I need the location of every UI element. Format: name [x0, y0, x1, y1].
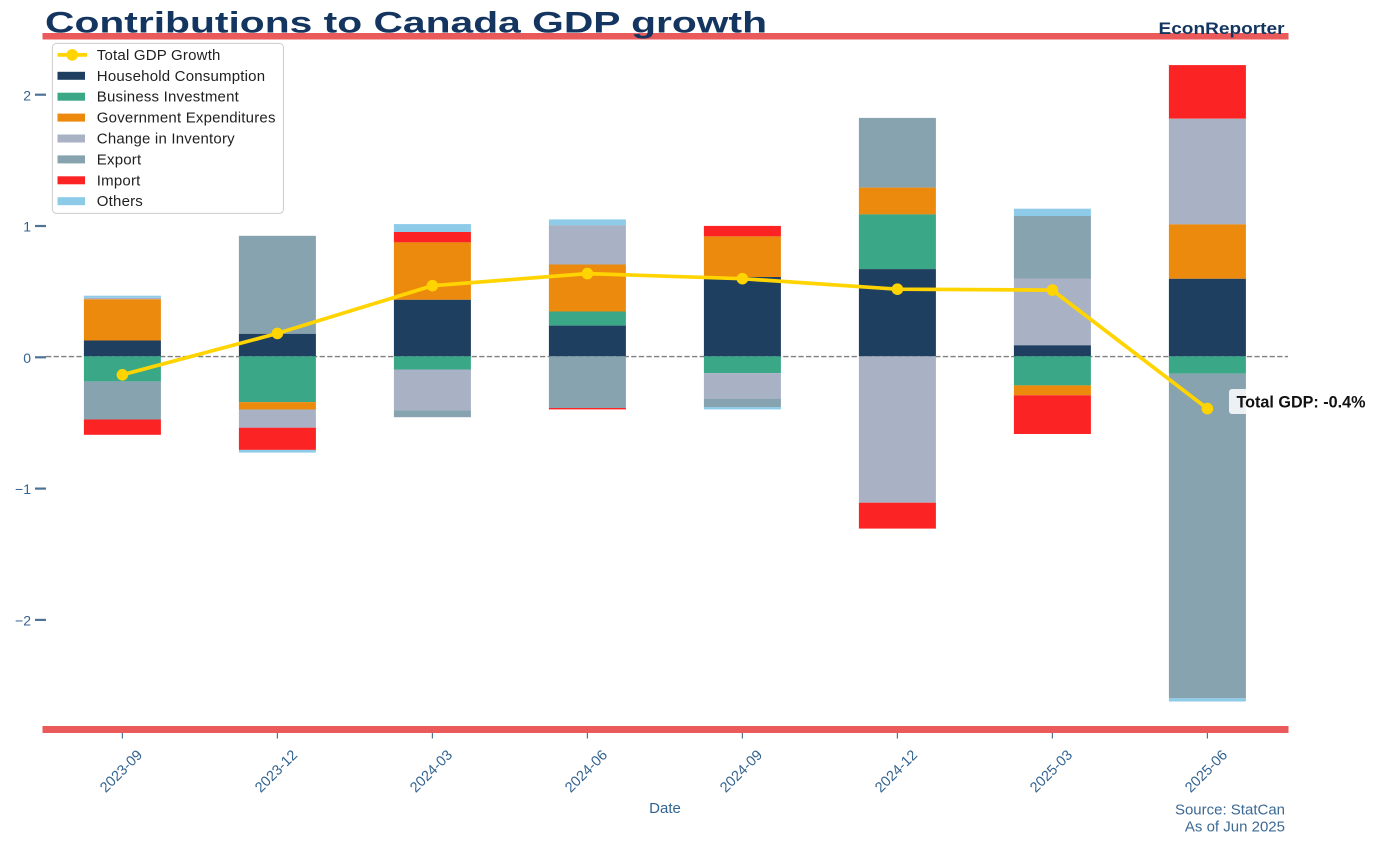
svg-text:Government Expenditures: Government Expenditures: [97, 110, 276, 127]
svg-text:Date: Date: [649, 800, 681, 817]
svg-text:Others: Others: [97, 193, 143, 210]
svg-text:0: 0: [23, 350, 31, 366]
svg-text:1: 1: [23, 219, 31, 235]
svg-text:−1: −1: [15, 481, 31, 497]
svg-text:Total GDP Growth: Total GDP Growth: [97, 47, 221, 64]
svg-text:Export: Export: [97, 151, 142, 168]
svg-text:Source: StatCan: Source: StatCan: [1175, 802, 1285, 819]
svg-text:Household Consumption: Household Consumption: [97, 68, 265, 85]
svg-text:2: 2: [23, 87, 31, 103]
svg-text:Business Investment: Business Investment: [97, 89, 240, 106]
svg-text:Total GDP: -0.4%: Total GDP: -0.4%: [1237, 393, 1366, 412]
svg-text:Contributions to Canada GDP gr: Contributions to Canada GDP growth: [45, 7, 767, 40]
svg-text:Change in Inventory: Change in Inventory: [97, 131, 235, 148]
svg-text:−2: −2: [15, 613, 31, 629]
svg-text:As of Jun 2025: As of Jun 2025: [1185, 819, 1285, 836]
svg-text:Import: Import: [97, 172, 141, 189]
svg-text:EconReporter: EconReporter: [1159, 19, 1285, 38]
